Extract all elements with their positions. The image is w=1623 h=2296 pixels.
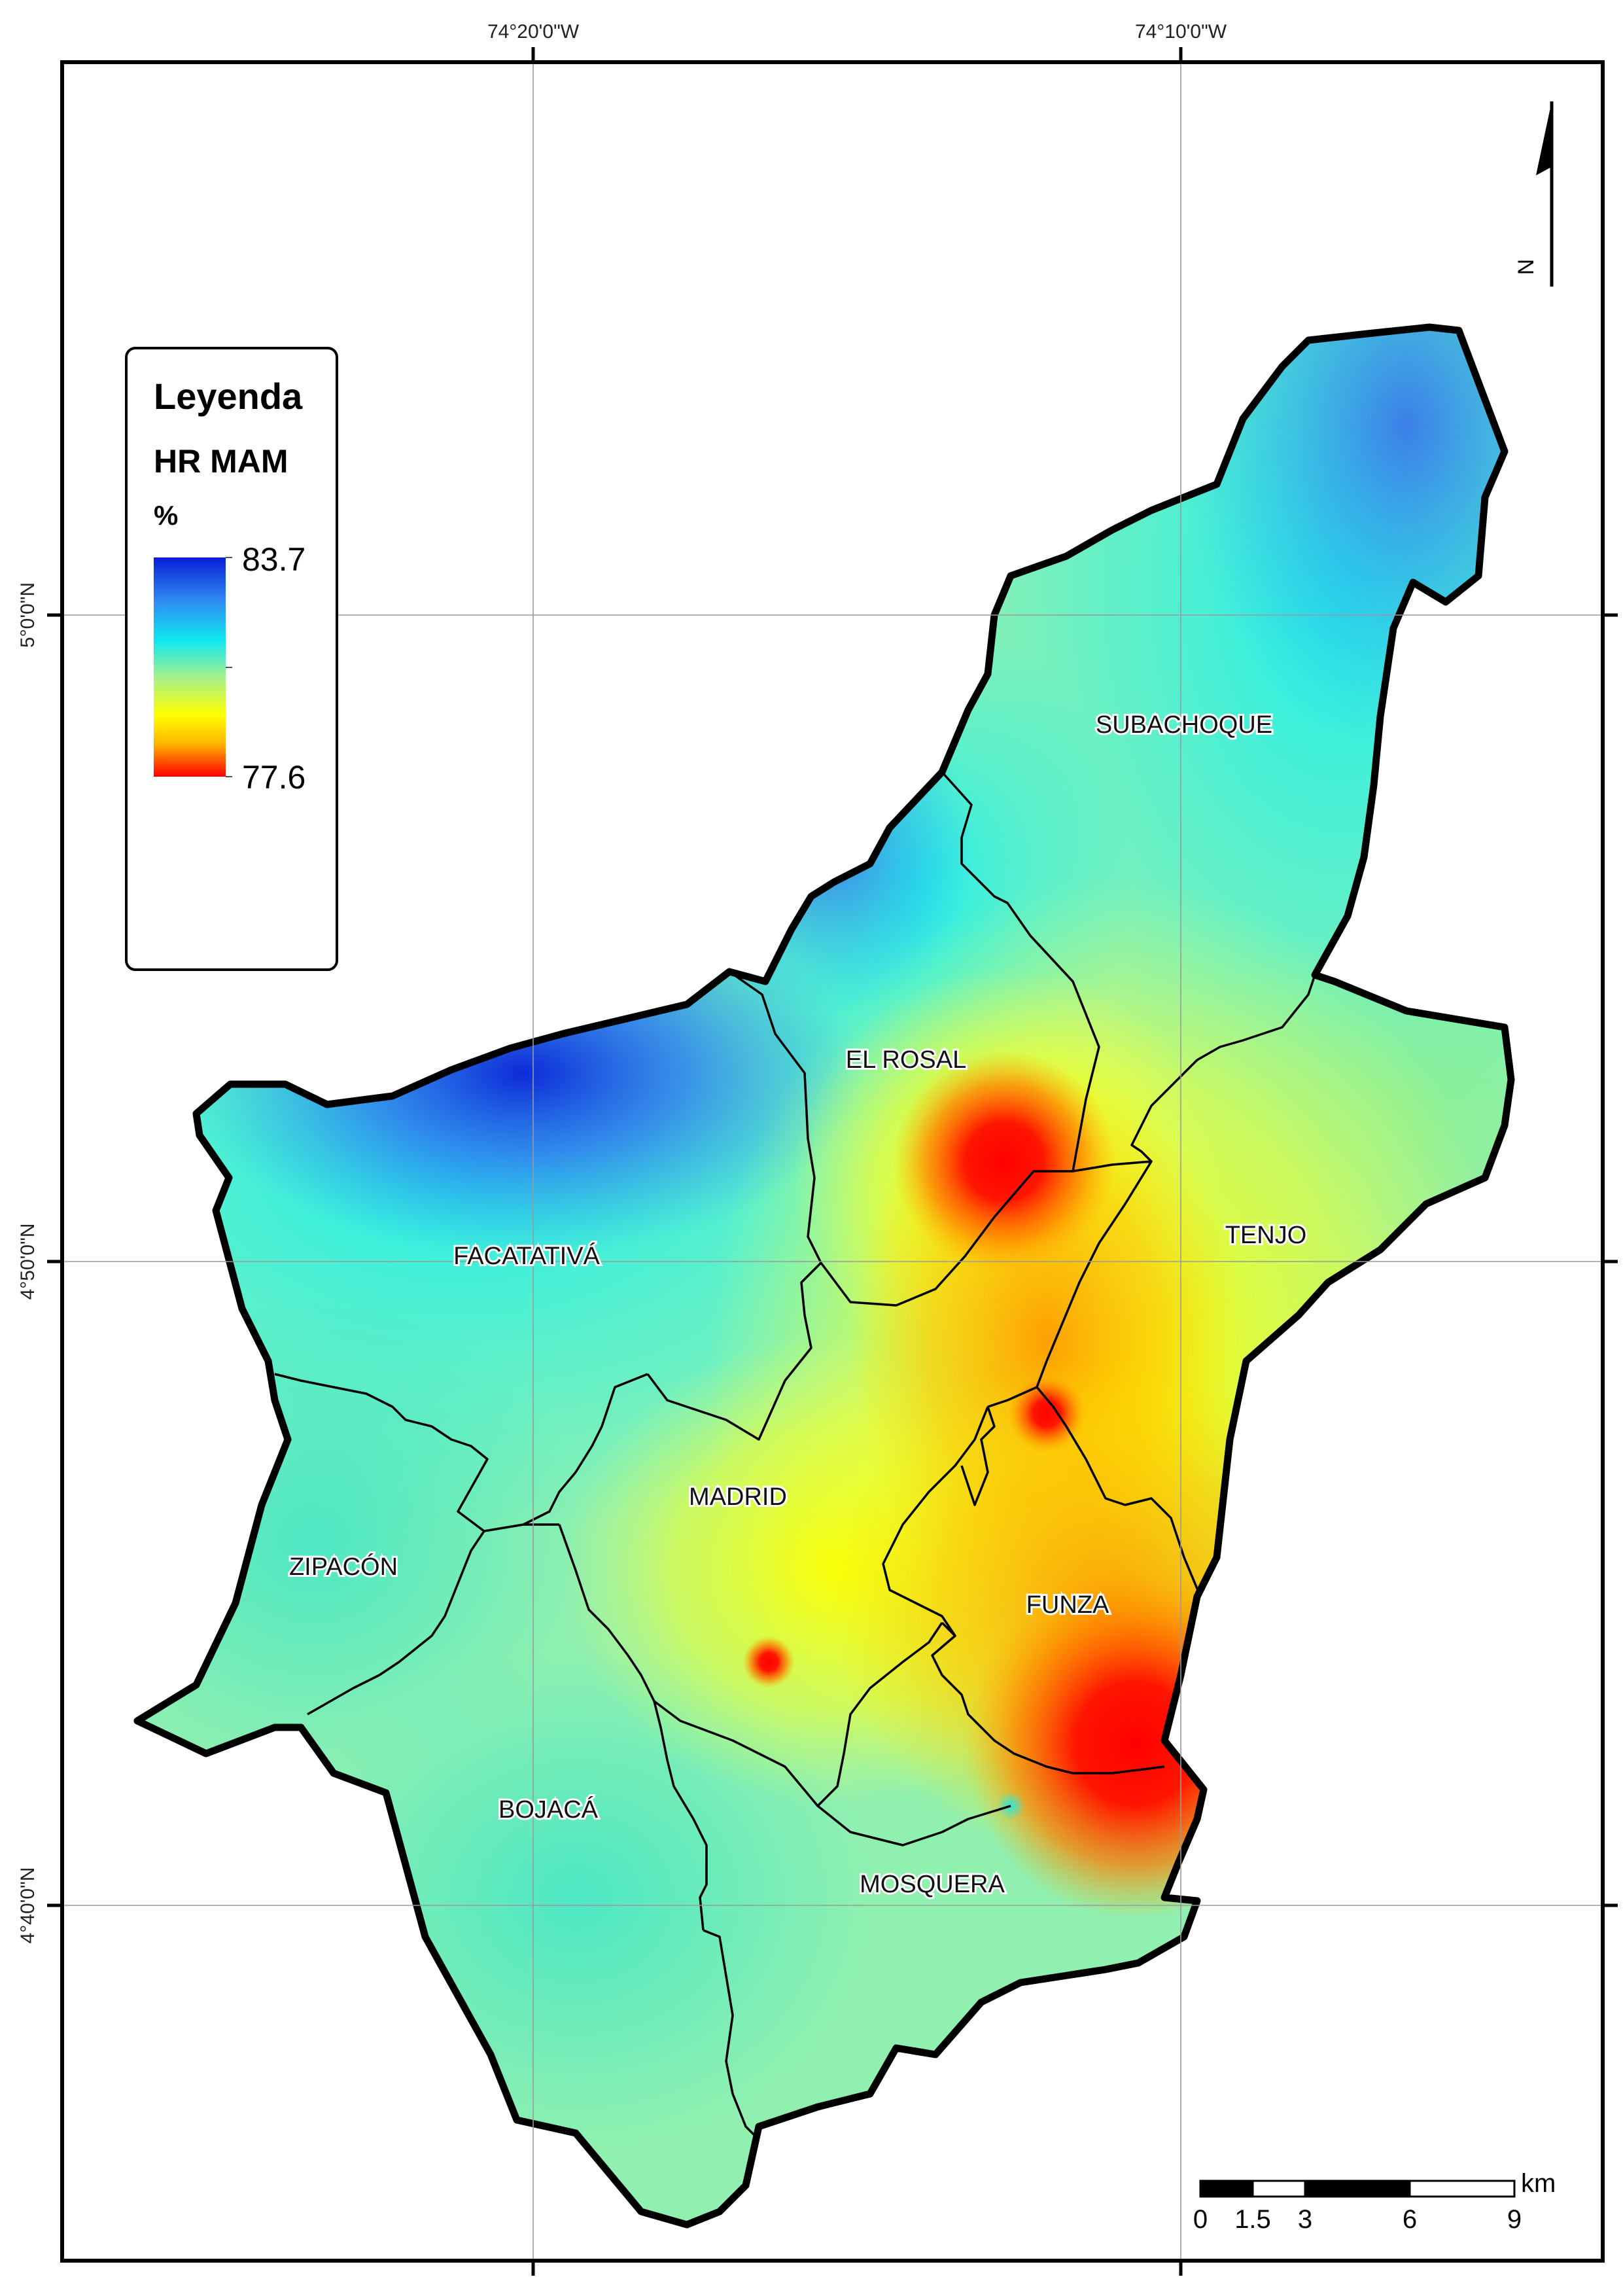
latitude-label: 5°0'0"N (17, 582, 39, 648)
scale-tick-label: 1.5 (1234, 2205, 1271, 2234)
scale-tick-label: 3 (1298, 2205, 1312, 2234)
scale-tick-label: 6 (1403, 2205, 1417, 2234)
municipality-label-bojaca: BOJACÁ (498, 1795, 599, 1824)
municipality-label-el-rosal: EL ROSAL (846, 1046, 966, 1074)
legend-variable: HR MAM (154, 443, 288, 480)
scale-tick-label: 0 (1193, 2205, 1208, 2234)
legend-title: Leyenda (154, 376, 303, 417)
municipality-label-subachoque: SUBACHOQUE (1096, 711, 1272, 739)
frame-ticks (47, 47, 1618, 2276)
north-label: N (1514, 259, 1539, 275)
municipal-boundaries (274, 771, 1316, 2141)
latitude-label: 4°50'0"N (17, 1224, 39, 1300)
longitude-label: 74°10'0"W (1135, 21, 1227, 43)
legend-max-value: 83.7 (242, 541, 305, 578)
municipality-label-tenjo: TENJO (1225, 1222, 1307, 1249)
municipality-label-facatativa: FACATATIVÁ (453, 1242, 600, 1270)
legend: Leyenda HR MAM % 83.7 77.6 (125, 347, 338, 971)
municipality-label-funza: FUNZA (1026, 1591, 1109, 1619)
longitude-label: 74°20'0"W (487, 21, 580, 43)
municipality-label-madrid: MADRID (689, 1483, 787, 1511)
latitude-label: 4°40'0"N (17, 1867, 39, 1944)
legend-min-value: 77.6 (242, 759, 305, 796)
municipality-label-mosquera: MOSQUERA (860, 1871, 1005, 1898)
study-area-outline (133, 323, 1515, 2229)
map-frame (60, 60, 1605, 2263)
legend-color-ramp (154, 557, 226, 777)
scale-bar: km 0 1.5 3 6 9 (1193, 2169, 1556, 2234)
north-arrow-icon: N (1514, 101, 1554, 287)
legend-box (125, 347, 338, 971)
legend-unit: % (154, 500, 178, 531)
municipality-label-zipacon: ZIPACÓN (289, 1553, 398, 1581)
scale-tick-label: 9 (1507, 2205, 1522, 2234)
scale-unit: km (1521, 2169, 1556, 2198)
